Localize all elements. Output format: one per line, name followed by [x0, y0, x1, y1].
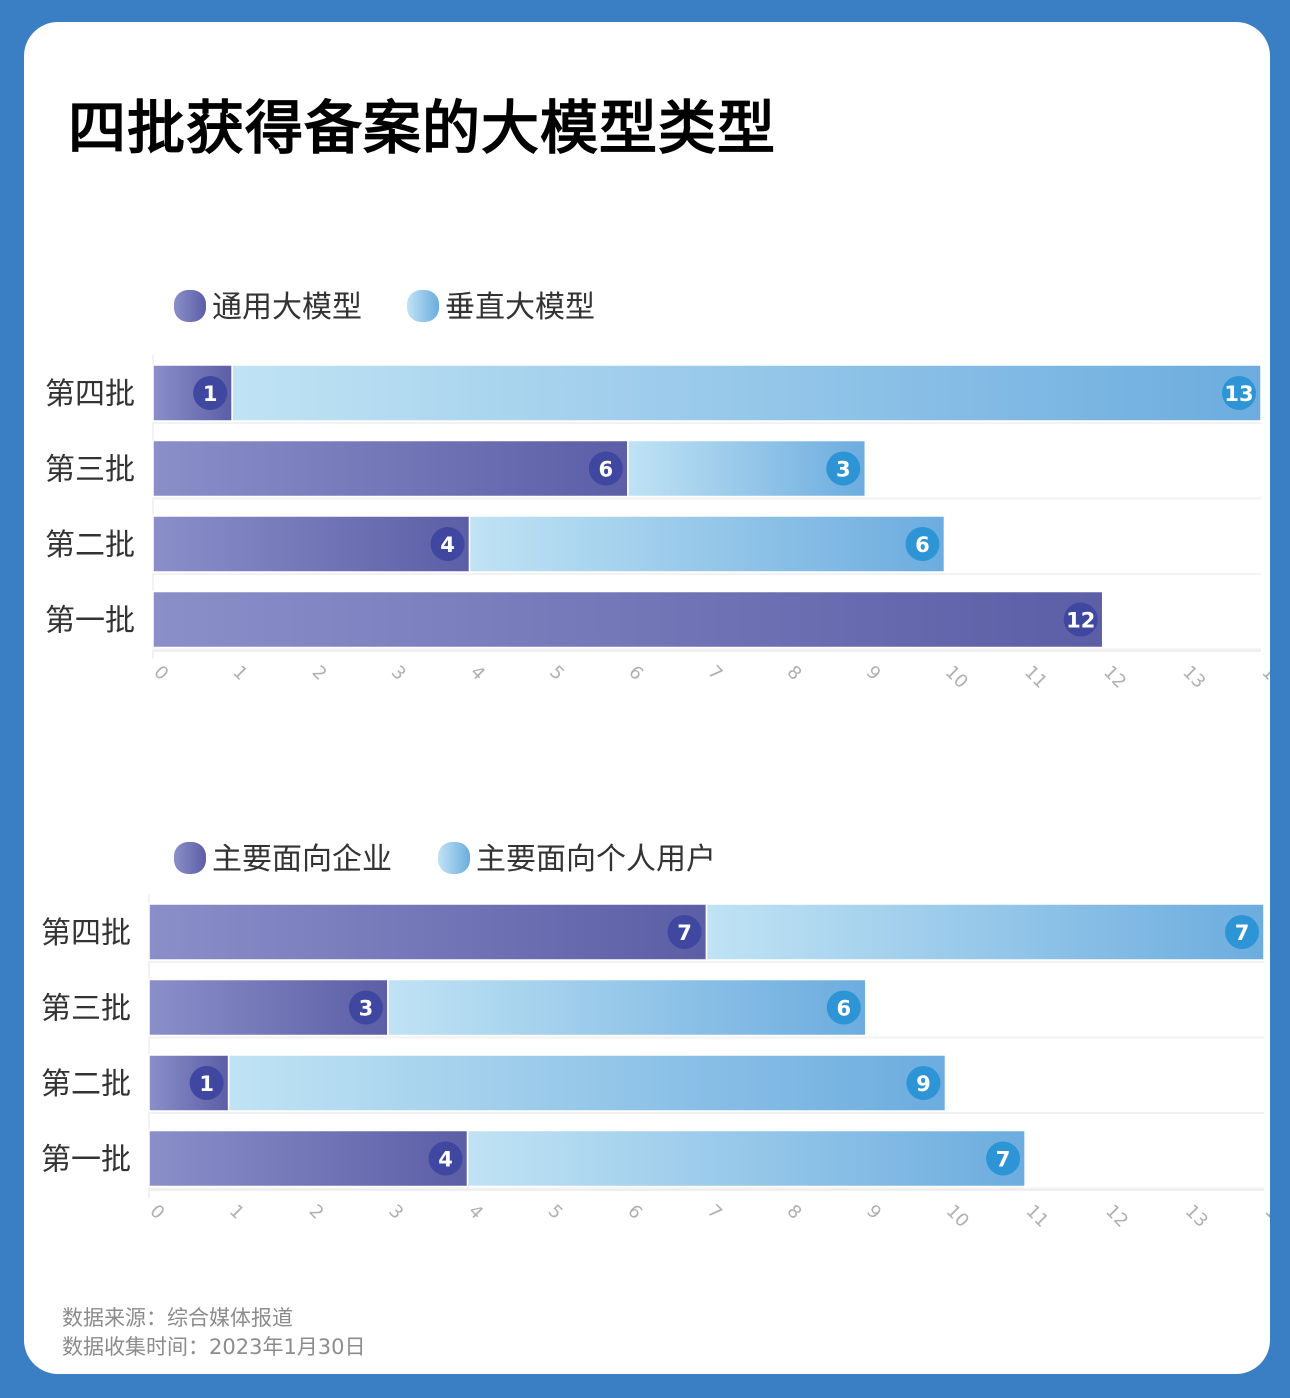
data-label: 4 [440, 533, 455, 557]
value-badge [588, 451, 623, 486]
value-badge [826, 451, 861, 486]
value-badge [826, 990, 861, 1025]
bar-series-1 [148, 903, 708, 961]
data-label: 7 [996, 1148, 1011, 1172]
x-tick-label: 11 [1020, 662, 1051, 693]
x-tick-label: 14 [1260, 1201, 1270, 1232]
data-label: 6 [836, 997, 851, 1021]
bar-series-1 [152, 515, 471, 573]
x-tick-label: 9 [862, 1201, 885, 1224]
category-label: 第三批 [41, 992, 131, 1027]
x-tick-label: 12 [1099, 662, 1130, 693]
bar-series-2 [227, 1054, 947, 1112]
data-label: 6 [599, 458, 614, 482]
x-tick-label: 1 [225, 1201, 248, 1224]
data-label: 9 [916, 1072, 931, 1096]
value-badge [193, 376, 228, 410]
x-tick-label: 1 [229, 662, 252, 685]
bar-series-1 [148, 978, 389, 1037]
data-label: 3 [836, 458, 851, 482]
bar-series-2 [627, 439, 867, 498]
x-tick-label: 7 [703, 662, 726, 685]
x-tick-label: 2 [305, 1201, 328, 1224]
data-label: 4 [438, 1148, 453, 1172]
value-badge [986, 1141, 1021, 1176]
x-tick-label: 7 [703, 1201, 726, 1224]
x-tick-label: 9 [862, 662, 885, 685]
legend-swatch-1 [174, 290, 206, 322]
x-tick-label: 6 [624, 662, 647, 685]
x-tick-label: 8 [783, 1201, 806, 1224]
category-label: 第二批 [45, 528, 135, 563]
data-label: 7 [1235, 921, 1250, 945]
data-label: 1 [199, 1072, 214, 1096]
value-badge [667, 915, 702, 949]
x-tick-label: 12 [1101, 1201, 1132, 1232]
category-label: 第四批 [41, 916, 131, 951]
value-badge [348, 990, 383, 1025]
category-label: 第一批 [45, 604, 135, 639]
footer-date: 数据收集时间：2023年1月30日 [62, 1335, 366, 1359]
legend-swatch-1 [174, 842, 206, 874]
x-tick-label: 6 [623, 1201, 646, 1224]
x-tick-label: 14 [1257, 662, 1270, 693]
x-tick-label: 13 [1178, 662, 1209, 693]
value-badge [1222, 376, 1256, 410]
x-tick-label: 2 [308, 662, 331, 685]
legend-swatch-2 [407, 290, 439, 322]
data-label: 1 [203, 382, 218, 406]
x-tick-label: 0 [145, 1201, 168, 1224]
bar-series-2 [705, 903, 1265, 961]
bar-series-2 [387, 978, 867, 1037]
chart-card: 四批获得备案的大模型类型 通用大模型 垂直大模型 第四批 1 13 第三批 6 3 第二批 4 6 第… [24, 22, 1270, 1374]
data-label: 7 [677, 921, 692, 945]
x-tick-label: 4 [464, 1201, 487, 1224]
bar-series-1 [152, 590, 1104, 649]
category-label: 第三批 [45, 453, 135, 488]
value-badge [906, 1066, 941, 1100]
x-tick-label: 3 [387, 662, 410, 685]
data-label: 12 [1066, 609, 1095, 633]
x-tick-label: 11 [1022, 1201, 1053, 1232]
bar-series-2 [466, 1129, 1026, 1188]
x-tick-label: 0 [149, 662, 172, 685]
category-label: 第四批 [45, 377, 135, 412]
data-label: 6 [915, 533, 930, 557]
bar-series-1 [152, 439, 629, 498]
value-badge [1225, 915, 1259, 949]
legend-label-2: 垂直大模型 [445, 290, 595, 325]
data-label: 3 [359, 997, 374, 1021]
legend-label-2: 主要面向个人用户 [476, 842, 716, 877]
legend-swatch-2 [438, 842, 470, 874]
legend-label-1: 主要面向企业 [212, 842, 392, 877]
x-tick-label: 5 [544, 1201, 567, 1224]
bar-series-2 [468, 515, 946, 573]
value-badge [189, 1066, 224, 1100]
x-tick-label: 4 [466, 662, 489, 685]
x-tick-label: 13 [1181, 1201, 1212, 1232]
x-tick-label: 10 [942, 1201, 973, 1232]
x-tick-label: 10 [941, 662, 972, 693]
data-label: 13 [1224, 382, 1253, 406]
page-title: 四批获得备案的大模型类型 [68, 94, 777, 162]
footer: 数据来源：综合媒体报道 数据收集时间：2023年1月30日 [62, 1304, 366, 1362]
category-label: 第一批 [41, 1143, 131, 1178]
value-badge [428, 1141, 463, 1176]
legend-label-1: 通用大模型 [212, 290, 362, 325]
x-tick-label: 5 [545, 662, 568, 685]
bar-series-2 [231, 364, 1262, 422]
value-badge [905, 527, 940, 561]
category-label: 第二批 [41, 1067, 131, 1102]
x-tick-label: 8 [783, 662, 806, 685]
value-badge [430, 527, 465, 561]
value-badge [1063, 602, 1098, 637]
x-tick-label: 3 [384, 1201, 407, 1224]
bar-series-1 [148, 1129, 469, 1188]
footer-source: 数据来源：综合媒体报道 [62, 1306, 293, 1330]
